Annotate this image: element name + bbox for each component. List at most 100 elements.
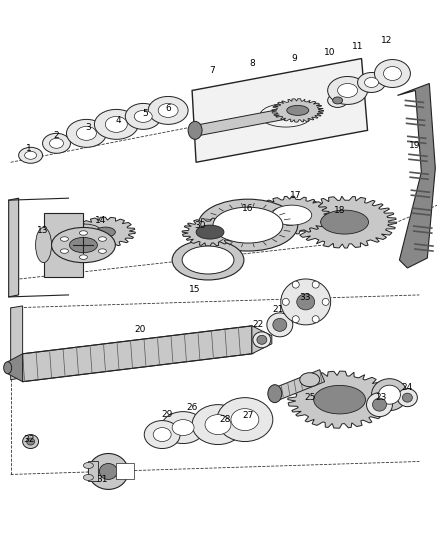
Polygon shape bbox=[192, 59, 367, 162]
Circle shape bbox=[322, 298, 329, 305]
Ellipse shape bbox=[79, 231, 88, 235]
Ellipse shape bbox=[397, 389, 417, 407]
Circle shape bbox=[312, 316, 319, 322]
Ellipse shape bbox=[281, 279, 331, 325]
Ellipse shape bbox=[257, 335, 267, 344]
Text: 33: 33 bbox=[299, 294, 311, 302]
Ellipse shape bbox=[378, 385, 400, 404]
Ellipse shape bbox=[182, 246, 234, 274]
Polygon shape bbox=[11, 306, 23, 379]
Ellipse shape bbox=[19, 147, 42, 163]
Bar bbox=[117, 464, 134, 480]
Ellipse shape bbox=[213, 207, 283, 243]
Ellipse shape bbox=[125, 103, 161, 130]
Ellipse shape bbox=[231, 409, 259, 431]
Text: 17: 17 bbox=[290, 191, 301, 200]
Ellipse shape bbox=[287, 106, 309, 116]
Ellipse shape bbox=[99, 249, 106, 253]
Ellipse shape bbox=[300, 373, 320, 386]
Ellipse shape bbox=[192, 405, 244, 445]
Ellipse shape bbox=[196, 225, 224, 239]
Ellipse shape bbox=[144, 421, 180, 449]
Ellipse shape bbox=[367, 393, 392, 417]
Ellipse shape bbox=[148, 96, 188, 124]
Polygon shape bbox=[195, 108, 290, 136]
Text: 23: 23 bbox=[376, 393, 387, 402]
Polygon shape bbox=[23, 326, 252, 382]
Text: 24: 24 bbox=[402, 383, 413, 392]
Text: 28: 28 bbox=[219, 415, 231, 424]
Polygon shape bbox=[252, 326, 272, 354]
Ellipse shape bbox=[364, 77, 378, 87]
Ellipse shape bbox=[23, 434, 39, 449]
Text: 8: 8 bbox=[249, 59, 255, 68]
Ellipse shape bbox=[205, 415, 231, 434]
Text: 2: 2 bbox=[54, 131, 59, 140]
Ellipse shape bbox=[297, 294, 314, 310]
Bar bbox=[43, 213, 83, 277]
Ellipse shape bbox=[198, 199, 298, 251]
Ellipse shape bbox=[328, 93, 348, 108]
Ellipse shape bbox=[35, 228, 52, 263]
Ellipse shape bbox=[106, 116, 127, 132]
Ellipse shape bbox=[272, 205, 312, 225]
Text: 11: 11 bbox=[352, 42, 363, 51]
Text: 29: 29 bbox=[162, 410, 173, 419]
Ellipse shape bbox=[49, 139, 64, 148]
Ellipse shape bbox=[70, 224, 101, 240]
Text: 18: 18 bbox=[334, 206, 346, 215]
Text: 7: 7 bbox=[209, 66, 215, 75]
Ellipse shape bbox=[372, 398, 386, 411]
Ellipse shape bbox=[357, 72, 385, 92]
Ellipse shape bbox=[70, 237, 97, 253]
Ellipse shape bbox=[52, 228, 115, 263]
Ellipse shape bbox=[253, 332, 271, 348]
Text: 10: 10 bbox=[324, 48, 336, 57]
Circle shape bbox=[312, 281, 319, 288]
Ellipse shape bbox=[77, 126, 96, 140]
Polygon shape bbox=[293, 196, 396, 248]
Ellipse shape bbox=[27, 438, 35, 445]
Bar bbox=[88, 462, 99, 481]
Ellipse shape bbox=[332, 97, 343, 104]
Text: 16: 16 bbox=[242, 204, 254, 213]
Ellipse shape bbox=[374, 60, 410, 87]
Polygon shape bbox=[288, 371, 392, 428]
Text: 14: 14 bbox=[95, 216, 106, 224]
Ellipse shape bbox=[153, 427, 171, 441]
Ellipse shape bbox=[83, 463, 93, 469]
Ellipse shape bbox=[99, 237, 106, 241]
Ellipse shape bbox=[95, 227, 115, 237]
Ellipse shape bbox=[172, 419, 194, 435]
Ellipse shape bbox=[134, 110, 152, 123]
Ellipse shape bbox=[158, 103, 178, 117]
Text: 32: 32 bbox=[23, 435, 34, 444]
Text: 4: 4 bbox=[116, 116, 121, 125]
Ellipse shape bbox=[60, 249, 68, 253]
Ellipse shape bbox=[79, 255, 88, 260]
Polygon shape bbox=[397, 84, 435, 268]
Ellipse shape bbox=[161, 411, 205, 443]
Ellipse shape bbox=[273, 318, 287, 332]
Text: 5: 5 bbox=[142, 109, 148, 118]
Text: 12: 12 bbox=[381, 36, 392, 45]
Ellipse shape bbox=[328, 77, 367, 104]
Ellipse shape bbox=[338, 84, 357, 98]
Ellipse shape bbox=[95, 109, 138, 139]
Ellipse shape bbox=[60, 237, 68, 241]
Ellipse shape bbox=[172, 240, 244, 280]
Polygon shape bbox=[182, 218, 238, 246]
Ellipse shape bbox=[267, 313, 293, 337]
Polygon shape bbox=[8, 354, 23, 382]
Ellipse shape bbox=[217, 398, 273, 441]
Ellipse shape bbox=[83, 474, 93, 480]
Ellipse shape bbox=[88, 454, 128, 489]
Polygon shape bbox=[9, 198, 19, 297]
Ellipse shape bbox=[4, 362, 12, 374]
Text: 30: 30 bbox=[194, 221, 206, 230]
Text: 19: 19 bbox=[409, 141, 420, 150]
Text: 3: 3 bbox=[85, 123, 91, 132]
Ellipse shape bbox=[42, 133, 71, 154]
Text: 6: 6 bbox=[165, 104, 171, 113]
Polygon shape bbox=[75, 217, 135, 247]
